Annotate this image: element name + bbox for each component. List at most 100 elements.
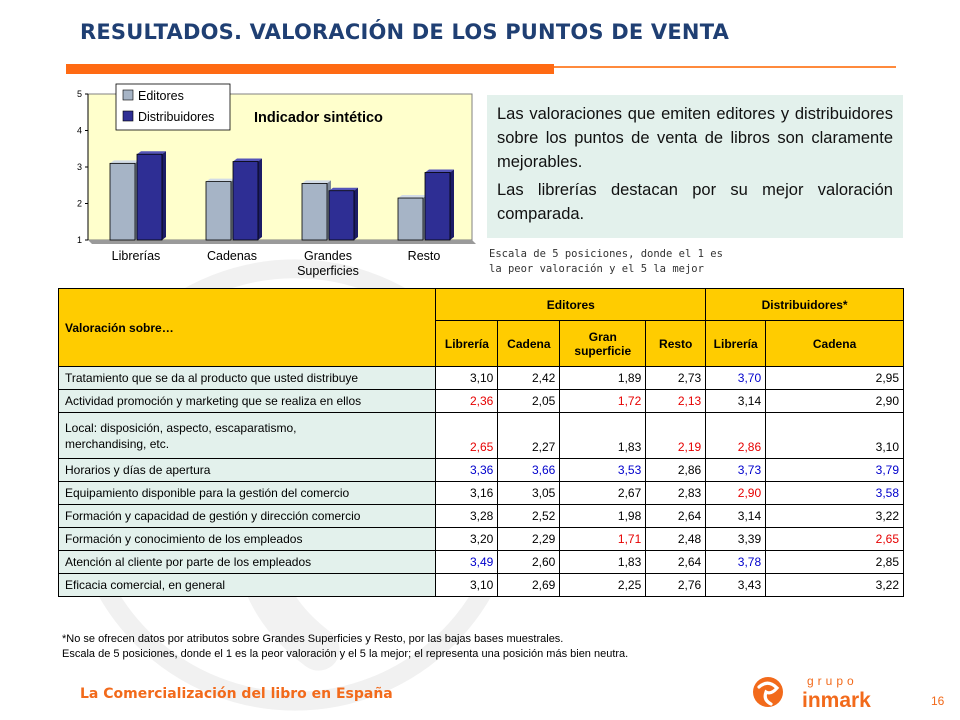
row-label: Formación y capacidad de gestión y direc… — [57, 504, 437, 528]
row-label: Actividad promoción y marketing que se r… — [57, 389, 437, 413]
scale-note-line-1: Escala de 5 posiciones, donde el 1 es — [489, 248, 723, 260]
bar-distribuidores — [232, 161, 259, 241]
table-cell: 2,48 — [645, 527, 707, 551]
table-cell: 2,90 — [765, 389, 904, 413]
plot-floor — [88, 240, 476, 244]
table-row: Formación y capacidad de gestión y direc… — [57, 504, 904, 528]
table-cell: 2,25 — [559, 573, 647, 597]
title-underline-bar — [66, 64, 554, 74]
row-label: Tratamiento que se da al producto que us… — [57, 366, 437, 390]
footnote-line-2: Escala de 5 posiciones, donde el 1 es la… — [62, 648, 629, 660]
row-label: Eficacia comercial, en general — [57, 573, 437, 597]
table-cell: 3,39 — [705, 527, 767, 551]
footnote-line-1: *No se ofrecen datos por atributos sobre… — [62, 633, 564, 645]
table-cell: 1,72 — [559, 389, 647, 413]
row-label-line: Equipamiento disponible para la gestión … — [65, 486, 350, 500]
brand-grupo-text: grupo — [807, 674, 858, 688]
table-cell: 3,22 — [765, 504, 904, 528]
info-paragraph-1: Las valoraciones que emiten editores y d… — [497, 105, 893, 171]
table-cell: 3,36 — [435, 458, 499, 482]
table-cell: 2,73 — [645, 366, 707, 390]
y-tick-label: 4 — [77, 126, 82, 136]
table-cell: 2,60 — [497, 550, 561, 574]
table-cell: 2,95 — [765, 366, 904, 390]
row-label-line: Horarios y días de apertura — [65, 463, 211, 477]
table-cell: 1,83 — [559, 550, 647, 574]
bar-side — [354, 187, 358, 240]
x-tick-label: Grandes — [304, 249, 352, 263]
table-cell: 3,10 — [435, 573, 499, 597]
table-cell: 1,71 — [559, 527, 647, 551]
column-header: Librería — [705, 320, 767, 367]
table-cell: 2,64 — [645, 550, 707, 574]
bar-editores — [397, 197, 424, 241]
bar-distribuidores — [328, 190, 355, 241]
bar-editores — [301, 183, 328, 241]
table-row: Equipamiento disponible para la gestión … — [57, 481, 904, 505]
info-box: Las valoraciones que emiten editores y d… — [487, 95, 903, 238]
footer-text: La Comercialización del libro en España — [80, 686, 393, 702]
table-cell: 2,19 — [645, 412, 707, 459]
x-tick-label: Resto — [408, 249, 441, 263]
bar-distribuidores — [424, 172, 451, 241]
bar-top — [137, 151, 166, 155]
legend-box — [115, 83, 231, 131]
bar-distribuidores — [136, 153, 163, 241]
page-number: 16 — [931, 694, 945, 708]
row-label-line: Atención al cliente por parte de los emp… — [65, 555, 312, 569]
legend-label: Distribuidores — [138, 110, 214, 124]
x-tick-label: Cadenas — [207, 249, 257, 263]
y-tick-label: 5 — [77, 89, 82, 99]
inmark-emblem-icon — [753, 677, 783, 707]
table-cell: 2,05 — [497, 389, 561, 413]
row-label: Local: disposición, aspecto, escaparatis… — [57, 412, 437, 459]
scale-note: Escala de 5 posiciones, donde el 1 es la… — [489, 247, 789, 277]
bar-top — [302, 180, 331, 184]
row-label-line: Eficacia comercial, en general — [65, 578, 226, 592]
table-cell: 3,16 — [435, 481, 499, 505]
table-cell: 3,70 — [705, 366, 767, 390]
table-cell: 1,98 — [559, 504, 647, 528]
table-row: Horarios y días de apertura 3,36 3,66 3,53 2… — [57, 458, 904, 482]
legend-swatch — [122, 89, 134, 101]
table-cell: 3,20 — [435, 527, 499, 551]
bar-editores — [205, 181, 232, 241]
bar-top — [110, 160, 139, 164]
table-cell: 2,76 — [645, 573, 707, 597]
x-tick-label: Librerías — [112, 249, 161, 263]
table-corner-header: Valoración sobre… — [57, 288, 437, 367]
scale-note-line-2: la peor valoración y el 5 la mejor — [489, 263, 704, 275]
table-cell: 3,49 — [435, 550, 499, 574]
table-cell: 2,86 — [705, 412, 767, 459]
column-header: Cadena — [497, 320, 561, 367]
legend-swatch — [122, 110, 134, 122]
table-row: Formación y conocimiento de los empleado… — [57, 527, 904, 551]
row-label-line: Formación y capacidad de gestión y direc… — [65, 509, 361, 523]
table-cell: 2,36 — [435, 389, 499, 413]
table-cell: 2,86 — [645, 458, 707, 482]
column-header: Gran superficie — [559, 320, 647, 367]
column-header: Resto — [645, 320, 707, 367]
table-row: Tratamiento que se da al producto que us… — [57, 366, 904, 390]
table-row: Local: disposición, aspecto, escaparatis… — [57, 412, 904, 459]
table-row: Atención al cliente por parte de los emp… — [57, 550, 904, 574]
table-row: Eficacia comercial, en general 3,10 2,69 2,… — [57, 573, 904, 597]
table-cell: 2,67 — [559, 481, 647, 505]
row-label-line: Tratamiento que se da al producto que us… — [65, 371, 359, 385]
footnotes: *No se ofrecen datos por atributos sobre… — [62, 632, 628, 662]
row-label-line: merchandising, etc. — [65, 436, 170, 451]
y-tick-label: 1 — [77, 235, 82, 245]
bar-top — [206, 178, 235, 182]
table-cell: 2,83 — [645, 481, 707, 505]
table-cell: 3,53 — [559, 458, 647, 482]
brand-inmark-text: inmark — [802, 689, 871, 712]
table-cell: 1,89 — [559, 366, 647, 390]
table-cell: 2,13 — [645, 389, 707, 413]
column-header: Cadena — [765, 320, 904, 367]
table-cell: 2,42 — [497, 366, 561, 390]
table-cell: 3,05 — [497, 481, 561, 505]
chart-title: Indicador sintético — [254, 110, 383, 126]
table-cell: 3,43 — [705, 573, 767, 597]
bar-side — [450, 169, 454, 240]
